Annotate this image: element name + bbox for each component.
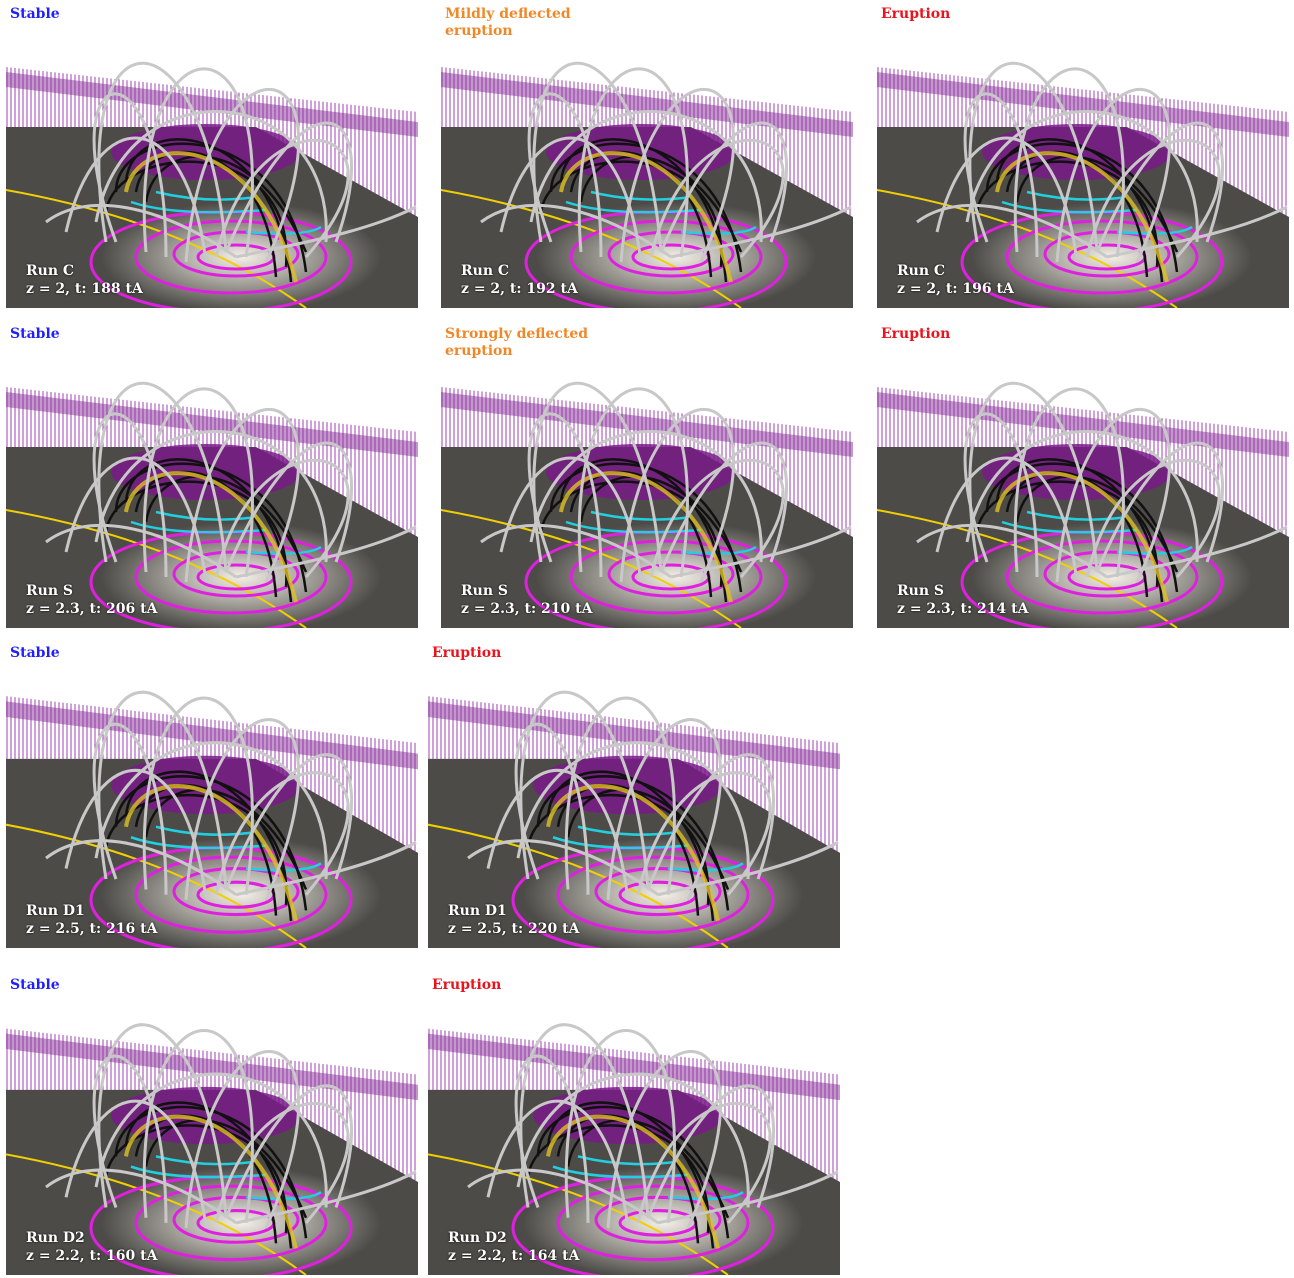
params-label: z = 2.5, t: 216 tA xyxy=(26,921,158,937)
status-label: Stable xyxy=(10,6,60,22)
panel-image: Run S z = 2.3, t: 214 tA xyxy=(877,362,1289,628)
run-label: Run S xyxy=(26,583,73,599)
params-label: z = 2.3, t: 210 tA xyxy=(461,601,593,617)
params-label: z = 2, t: 192 tA xyxy=(461,281,578,297)
status-label: Eruption xyxy=(432,977,502,993)
panel-image: Run D1 z = 2.5, t: 216 tA xyxy=(6,670,418,948)
run-label: Run C xyxy=(897,263,946,279)
panel-image: Run S z = 2.3, t: 210 tA xyxy=(441,362,853,628)
panel-image: Run C z = 2, t: 192 tA xyxy=(441,42,853,308)
run-label: Run D1 xyxy=(26,903,85,919)
panel-image: Run C z = 2, t: 188 tA xyxy=(6,42,418,308)
panel-image: Run S z = 2.3, t: 206 tA xyxy=(6,362,418,628)
params-label: z = 2, t: 196 tA xyxy=(897,281,1014,297)
params-label: z = 2.5, t: 220 tA xyxy=(448,921,580,937)
panel-image: Run D2 z = 2.2, t: 160 tA xyxy=(6,1003,418,1275)
status-label: Stable xyxy=(10,326,60,342)
status-label: Stable xyxy=(10,645,60,661)
run-label: Run D1 xyxy=(448,903,507,919)
status-label: Strongly deflected eruption xyxy=(445,326,589,359)
params-label: z = 2, t: 188 tA xyxy=(26,281,143,297)
status-label: Stable xyxy=(10,977,60,993)
run-label: Run D2 xyxy=(26,1230,85,1246)
run-label: Run C xyxy=(26,263,75,279)
panel-image: Run C z = 2, t: 196 tA xyxy=(877,42,1289,308)
run-label: Run C xyxy=(461,263,510,279)
run-label: Run S xyxy=(461,583,508,599)
panel-image: Run D2 z = 2.2, t: 164 tA xyxy=(428,1003,840,1275)
run-label: Run S xyxy=(897,583,944,599)
params-label: z = 2.3, t: 214 tA xyxy=(897,601,1029,617)
params-label: z = 2.3, t: 206 tA xyxy=(26,601,158,617)
status-label: Eruption xyxy=(881,6,951,22)
run-label: Run D2 xyxy=(448,1230,507,1246)
params-label: z = 2.2, t: 164 tA xyxy=(448,1248,580,1264)
status-label: Mildly deflected eruption xyxy=(445,6,571,39)
params-label: z = 2.2, t: 160 tA xyxy=(26,1248,158,1264)
status-label: Eruption xyxy=(881,326,951,342)
status-label: Eruption xyxy=(432,645,502,661)
panel-image: Run D1 z = 2.5, t: 220 tA xyxy=(428,670,840,948)
